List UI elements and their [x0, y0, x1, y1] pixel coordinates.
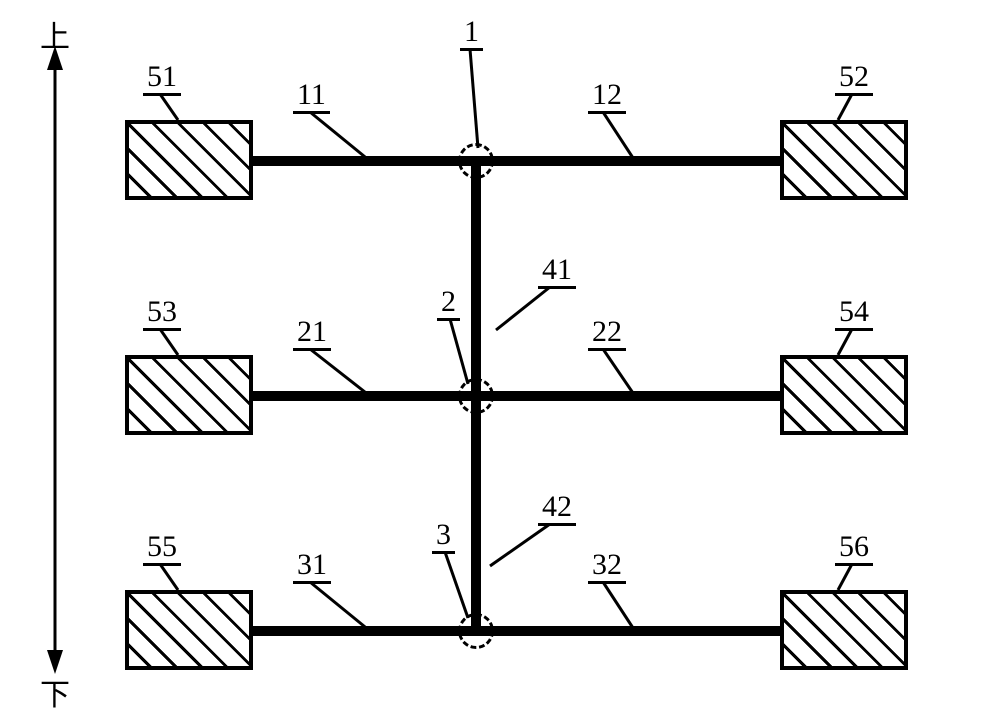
label-53: 53 — [143, 295, 181, 331]
box-53 — [125, 355, 253, 435]
label-42: 42 — [538, 490, 576, 526]
vbar-42 — [471, 391, 481, 636]
updown-arrow — [35, 0, 75, 707]
label-1: 1 — [460, 15, 483, 51]
hbar-row3 — [253, 626, 780, 636]
label-22: 22 — [588, 315, 626, 351]
label-54: 54 — [835, 295, 873, 331]
label-32: 32 — [588, 548, 626, 584]
junction-2 — [458, 378, 494, 414]
box-56 — [780, 590, 908, 670]
label-21: 21 — [293, 315, 331, 351]
junction-3 — [458, 613, 494, 649]
label-12: 12 — [588, 78, 626, 114]
label-56: 56 — [835, 530, 873, 566]
label-51: 51 — [143, 60, 181, 96]
label-3: 3 — [432, 518, 455, 554]
box-51 — [125, 120, 253, 200]
label-41: 41 — [538, 253, 576, 289]
box-52 — [780, 120, 908, 200]
diagram-canvas: 上 下 — [0, 0, 1000, 707]
box-54 — [780, 355, 908, 435]
down-label: 下 — [40, 670, 70, 714]
label-55: 55 — [143, 530, 181, 566]
label-31: 31 — [293, 548, 331, 584]
junction-1 — [458, 143, 494, 179]
up-label: 上 — [40, 12, 70, 56]
label-2: 2 — [437, 285, 460, 321]
hbar-row1 — [253, 156, 780, 166]
vbar-41 — [471, 156, 481, 401]
label-11: 11 — [293, 78, 330, 114]
box-55 — [125, 590, 253, 670]
hbar-row2 — [253, 391, 780, 401]
label-52: 52 — [835, 60, 873, 96]
